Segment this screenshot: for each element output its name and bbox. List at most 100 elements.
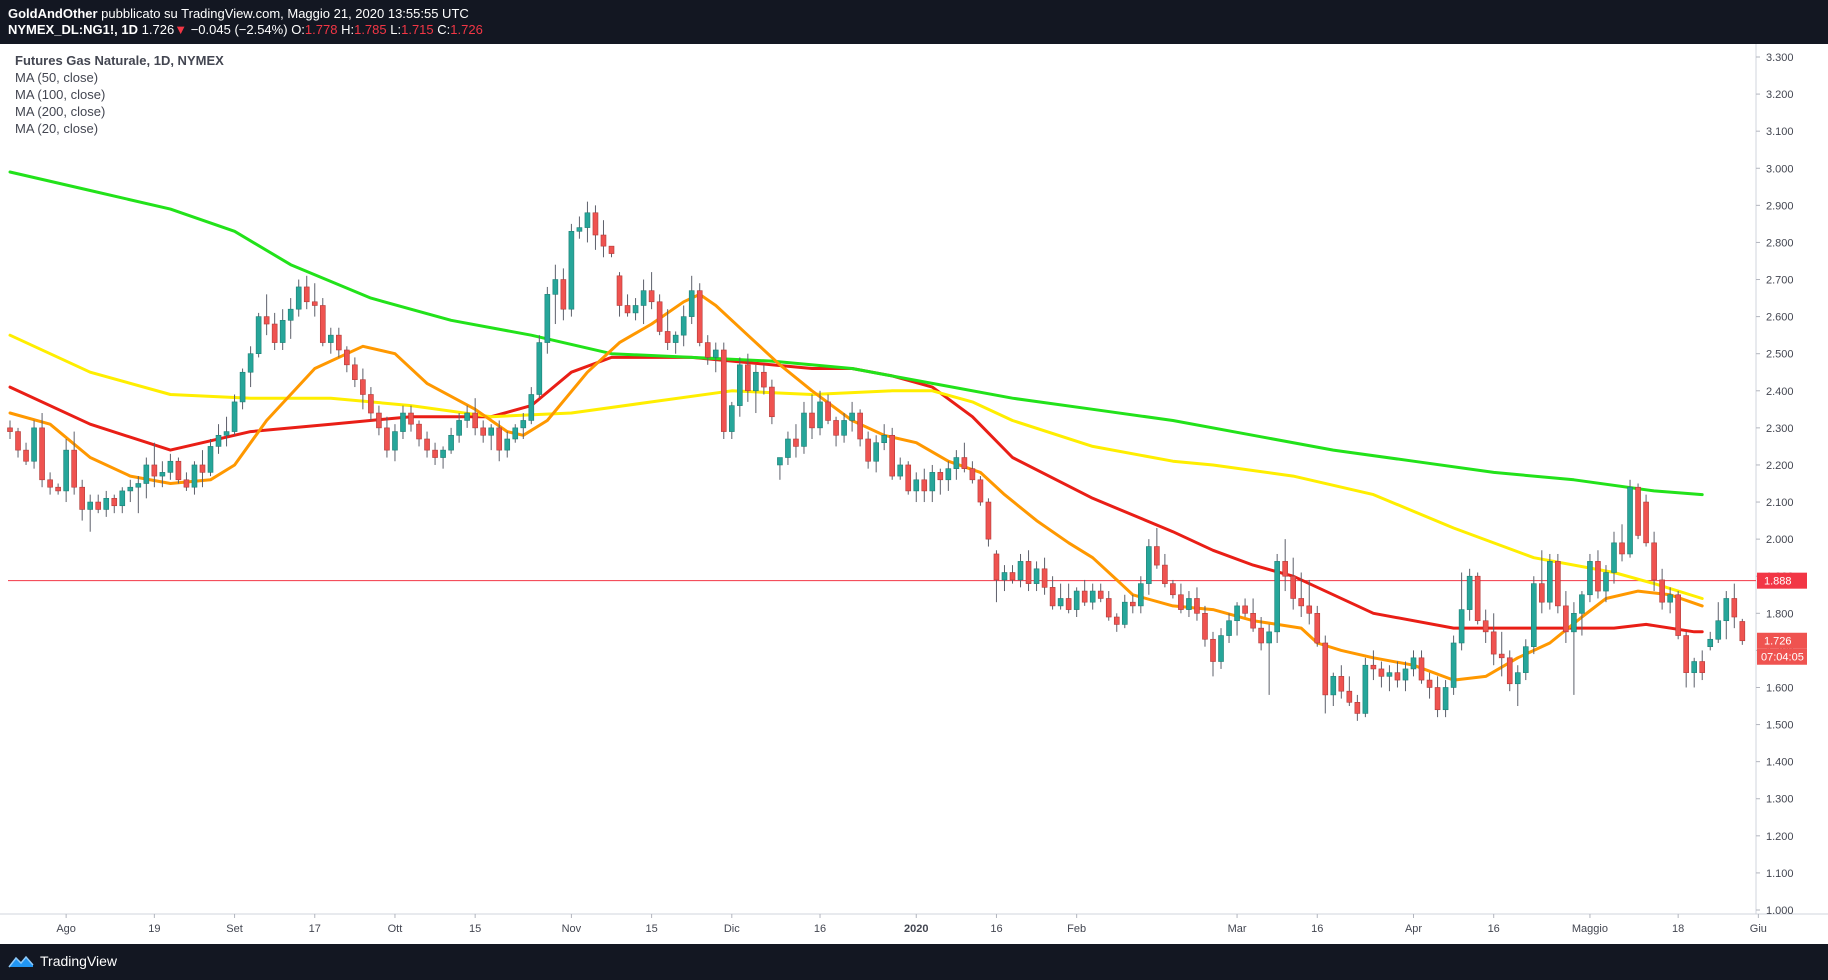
x-tick-label: Dic [724,923,740,935]
candle-body [360,379,366,395]
last-price-label-bg [1757,632,1807,649]
candle-body [231,401,238,432]
candle-body [905,464,912,492]
candle-body [656,301,663,332]
candle-body [504,438,511,451]
candle-body [1105,598,1112,618]
low-value: 1.715 [401,22,434,37]
candle-body [1338,676,1345,692]
candle-body [271,323,278,343]
x-tick-label: 16 [814,923,826,935]
chart-header: GoldAndOther pubblicato su TradingView.c… [0,0,1828,44]
y-tick-label: 1.100 [1766,868,1794,880]
y-tick-label: 1.800 [1766,608,1794,620]
candle-body [1089,590,1096,603]
candle-body [1458,609,1465,644]
candle-body [207,446,214,473]
tradingview-logo[interactable]: TradingView [8,953,117,969]
candle-body [255,316,262,354]
y-tick-label: 2.100 [1766,497,1794,509]
x-tick-label: 2020 [904,923,928,935]
candle-body [680,316,687,336]
candle-body [616,275,623,306]
candle-body [913,479,920,492]
candle-body [39,427,45,481]
candle-body [985,501,992,540]
x-tick-label: 19 [148,923,160,935]
candle-body [881,434,887,444]
legend-ma20[interactable]: MA (20, close) [15,121,99,136]
candle-body [1691,661,1697,673]
candlestick-chart[interactable]: 1.0001.1001.2001.3001.4001.5001.6001.700… [0,44,1828,944]
candle-body [432,449,438,458]
candle-body [159,472,166,477]
y-tick-label: 2.300 [1766,423,1794,435]
candle-body [111,498,118,507]
candle-body [1571,613,1577,633]
candle-body [79,486,85,510]
candle-body [295,286,302,310]
candle-body [1659,579,1665,603]
y-tick-label: 1.400 [1766,757,1794,769]
candle-body [1482,620,1489,633]
candle-body [1555,561,1561,607]
candle-body [1306,605,1313,614]
author-name[interactable]: GoldAndOther [8,6,98,21]
candle-body [456,420,462,436]
close-label: C: [437,22,451,37]
candle-body [833,420,839,436]
candle-body [392,431,398,451]
candle-body [857,412,863,440]
candle-body [1057,598,1064,607]
candle-body [720,349,727,432]
candle-body [1362,664,1369,714]
last-price: 1.726 [141,22,175,37]
candle-body [7,427,13,432]
candle-body [696,290,703,343]
high-label: H: [341,22,355,37]
candle-body [969,468,976,481]
candle-body [536,342,543,395]
candle-body [560,279,567,310]
candle-body [865,438,871,462]
candle-body [777,457,783,466]
y-tick-label: 3.000 [1766,163,1794,175]
candle-body [1009,572,1016,581]
candle-body [279,320,286,343]
y-tick-label: 2.000 [1766,534,1794,546]
legend-ma200[interactable]: MA (200, close) [15,104,106,119]
candle-body [1563,605,1569,633]
candle-body [1442,687,1449,711]
x-tick-label: Nov [562,923,582,935]
candle-body [1073,590,1080,610]
candle-body [1354,702,1361,714]
candle-body [1651,542,1657,581]
low-label: L: [390,22,402,37]
candle-body [1490,631,1497,655]
legend-ma50[interactable]: MA (50, close) [15,70,99,85]
price-line-label-bg [1757,572,1807,589]
candle-body [352,364,358,380]
ma-line [8,333,1704,600]
candle-body [873,442,879,462]
candle-body [608,245,615,254]
ma-line [8,292,1704,682]
candle-body [472,412,478,429]
candle-body [544,294,551,343]
candle-body [247,353,254,373]
candle-body [737,364,743,406]
candle-body [961,457,968,469]
close-value: 1.726 [450,22,483,37]
candle-body [1547,561,1553,603]
candle-body [1049,587,1056,607]
candle-body [1699,661,1706,673]
candle-body [175,460,182,481]
candle-body [1378,668,1385,677]
candle-body [408,412,414,425]
legend-ma100[interactable]: MA (100, close) [15,87,106,102]
candle-body [344,349,350,366]
chart-area[interactable]: 1.0001.1001.2001.3001.4001.5001.6001.700… [0,44,1828,944]
x-tick-label: Maggio [1572,923,1608,935]
y-tick-label: 1.500 [1766,720,1794,732]
candle-body [600,234,607,247]
